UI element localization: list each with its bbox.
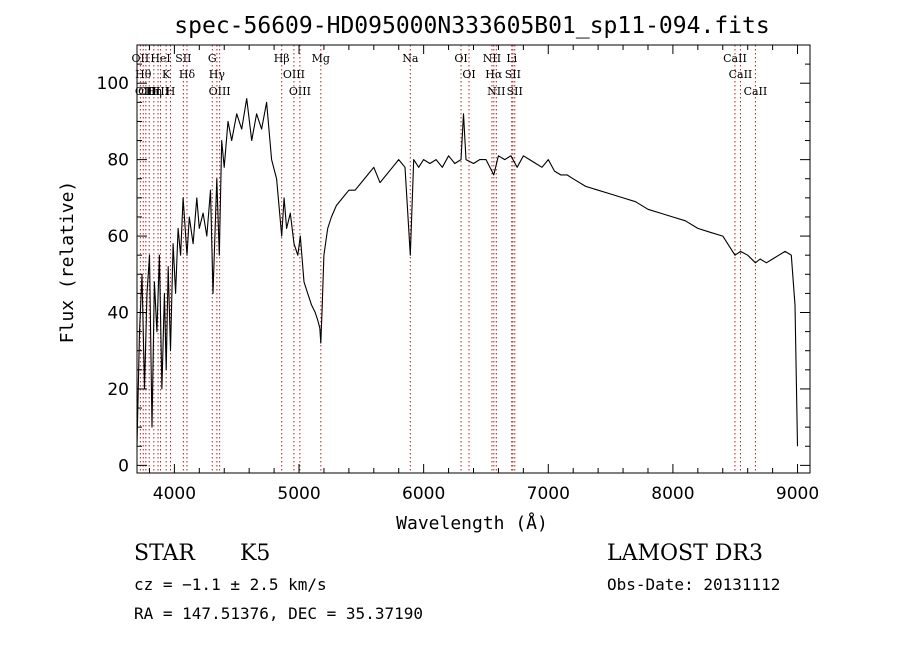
plot-frame <box>136 44 811 474</box>
line-marker-labels: OIIHθOIIIOIIIHηOIIIHeIKHSIIHδGHγOIIIHβOI… <box>132 52 768 98</box>
line-marker-label: Li <box>506 52 517 65</box>
y-tick-label: 60 <box>107 227 129 247</box>
y-tick-label: 0 <box>118 456 129 476</box>
line-marker-label: Hγ <box>209 68 226 81</box>
chart-title: spec-56609-HD095000N333605B01_sp11-094.f… <box>174 13 769 39</box>
y-tick-label: 80 <box>107 151 129 171</box>
line-marker-label: SII <box>507 85 523 98</box>
x-tick-label: 9000 <box>776 484 819 504</box>
line-marker-label: CaII <box>723 52 747 65</box>
line-marker-label: CaII <box>729 68 753 81</box>
line-marker-label: Mg <box>312 52 330 65</box>
redshift-value: cz = −1.1 ± 2.5 km/s <box>134 575 327 594</box>
line-marker-label: OIII <box>138 85 160 98</box>
x-tick-label: 8000 <box>651 484 694 504</box>
observation-date: Obs-Date: 20131112 <box>607 575 780 594</box>
x-tick-label: 4000 <box>153 484 196 504</box>
x-tick-label: 7000 <box>527 484 570 504</box>
line-markers <box>139 45 756 473</box>
line-marker-label: CaII <box>744 85 768 98</box>
x-tick-label: 5000 <box>277 484 320 504</box>
line-marker-label: OII <box>132 52 150 65</box>
y-tick-label: 100 <box>97 74 129 94</box>
line-marker-label: NII <box>487 85 505 98</box>
y-axis-label: Flux (relative) <box>57 181 78 344</box>
series-layer <box>136 97 799 447</box>
axis-ticks: 4000 5000 6000 7000 8000 9000 0 20 40 60 80 100 <box>97 44 819 504</box>
line-marker-label: SII <box>175 52 191 65</box>
line-marker-label: NII <box>483 52 501 65</box>
line-marker-label: HeI <box>150 52 170 65</box>
x-axis-label: Wavelength (Å) <box>396 512 548 534</box>
line-marker-label: Hα <box>485 68 503 81</box>
line-marker-label: Hη <box>146 85 162 98</box>
line-marker-label: OI <box>462 68 475 81</box>
line-marker-label: OIII <box>283 68 305 81</box>
line-marker-label: OIII <box>209 85 231 98</box>
line-marker-label: OIII <box>147 85 169 98</box>
line-marker-label: Na <box>402 52 419 65</box>
line-marker-label: Hθ <box>135 68 152 81</box>
survey-name: LAMOST DR3 <box>607 541 763 566</box>
line-marker-label: H <box>166 85 176 98</box>
y-tick-label: 40 <box>107 304 129 324</box>
line-marker-label: Hβ <box>274 52 290 65</box>
coordinates: RA = 147.51376, DEC = 35.37190 <box>134 604 423 623</box>
object-class: STAR <box>134 541 196 566</box>
line-marker-label: OIII <box>289 85 311 98</box>
line-marker-label: G <box>208 52 217 65</box>
line-marker-label: OI <box>454 52 467 65</box>
line-marker-label: OIII <box>135 85 157 98</box>
line-marker-label: Hδ <box>179 68 196 81</box>
line-marker-label: K <box>162 68 171 81</box>
object-subclass: K5 <box>240 541 270 566</box>
y-tick-label: 20 <box>107 380 129 400</box>
spectrum-line <box>136 97 799 447</box>
line-marker-label: SII <box>505 68 521 81</box>
x-tick-label: 6000 <box>402 484 445 504</box>
